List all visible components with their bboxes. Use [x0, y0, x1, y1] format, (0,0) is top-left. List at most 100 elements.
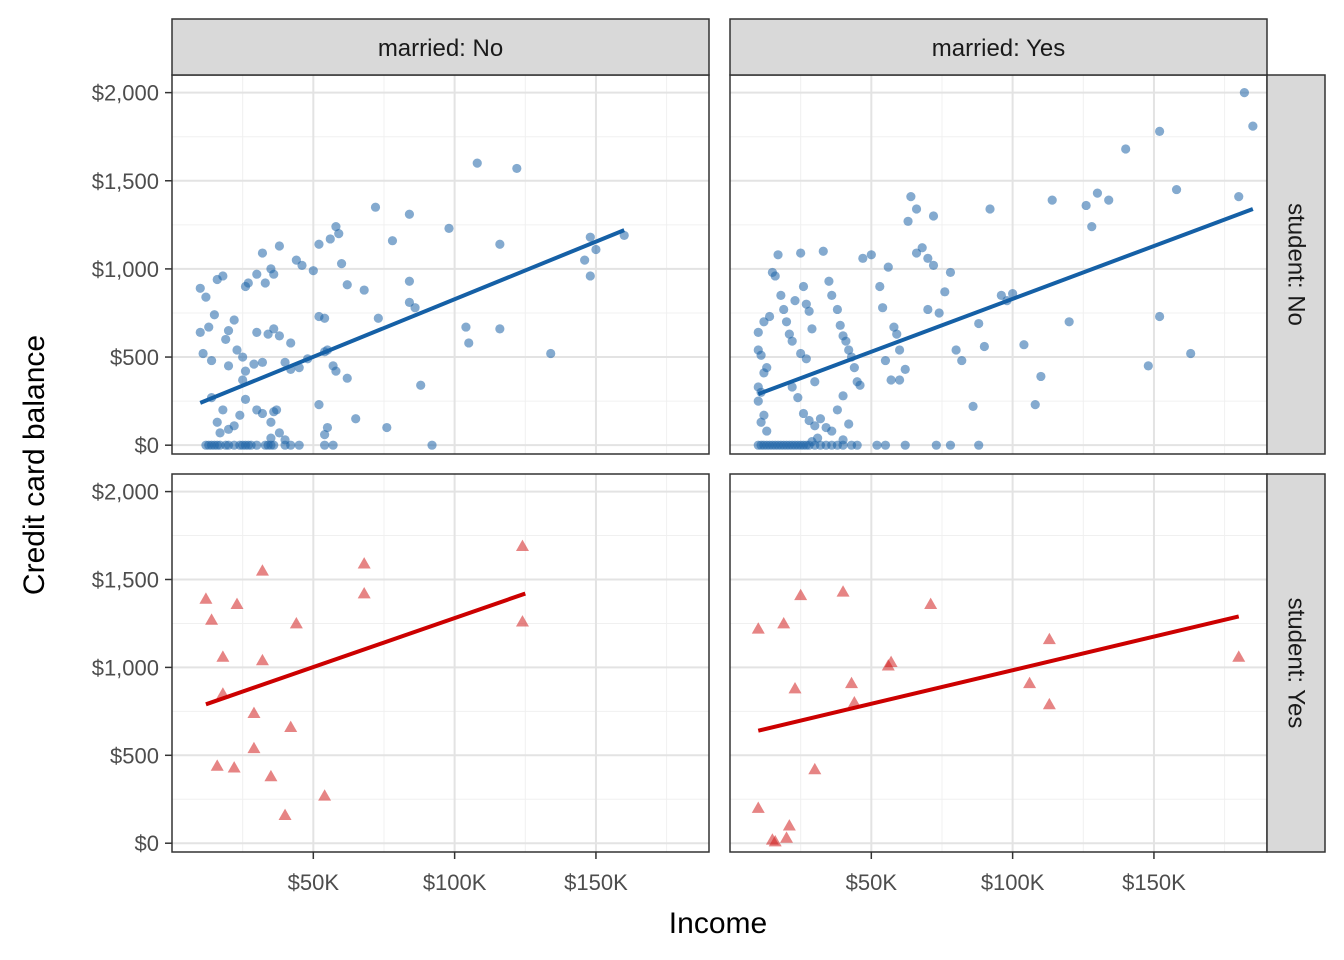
data-point	[836, 585, 850, 597]
data-point	[1042, 697, 1056, 710]
data-point	[810, 377, 820, 387]
data-point	[331, 366, 341, 376]
data-point	[230, 597, 244, 609]
data-point	[249, 359, 259, 369]
data-point	[875, 281, 885, 292]
data-point	[838, 391, 848, 401]
data-point	[205, 613, 219, 625]
data-point	[796, 248, 806, 258]
data-point	[271, 405, 282, 415]
x-tick-label: $150K	[564, 870, 628, 895]
data-point	[252, 269, 262, 279]
data-point	[359, 285, 369, 295]
y-tick-label: $2,000	[92, 480, 159, 505]
data-point	[444, 223, 454, 233]
data-point	[512, 163, 522, 174]
data-point	[794, 588, 808, 601]
data-point	[957, 355, 967, 366]
data-point	[779, 304, 789, 315]
data-point	[297, 260, 307, 270]
data-point	[872, 440, 882, 450]
data-point	[1155, 311, 1165, 322]
trend-line	[757, 614, 1240, 733]
data-point	[787, 336, 797, 346]
panel-background	[172, 75, 709, 454]
data-point	[585, 271, 595, 281]
data-point	[777, 616, 791, 629]
y-tick-label: $2,000	[92, 81, 159, 106]
data-point	[756, 350, 766, 360]
data-point	[232, 345, 242, 355]
row-strip	[1266, 473, 1326, 853]
data-point	[515, 539, 529, 551]
data-point	[257, 357, 268, 367]
data-point	[382, 422, 392, 433]
data-point	[264, 769, 278, 782]
data-point	[780, 831, 794, 843]
trend-line	[757, 207, 1254, 396]
data-point	[878, 303, 888, 313]
data-point	[945, 267, 956, 278]
data-point	[252, 440, 262, 450]
data-point	[294, 440, 304, 450]
data-point	[781, 317, 792, 327]
data-point	[894, 345, 905, 355]
data-point	[229, 315, 239, 325]
data-point	[1064, 317, 1074, 327]
data-point	[195, 283, 205, 293]
data-point	[773, 250, 783, 260]
data-point	[880, 440, 891, 450]
data-point	[495, 239, 505, 249]
data-point	[218, 271, 228, 281]
data-point	[759, 410, 769, 420]
data-point	[841, 336, 851, 346]
data-point	[911, 204, 922, 214]
data-point	[844, 419, 854, 429]
data-point	[768, 834, 782, 847]
data-point	[844, 345, 854, 355]
data-point	[894, 375, 905, 385]
data-point	[770, 271, 780, 281]
data-point	[818, 246, 828, 256]
data-point	[286, 338, 296, 348]
data-point	[318, 789, 332, 801]
data-point	[284, 720, 298, 733]
data-point	[974, 318, 984, 329]
data-point	[756, 417, 766, 427]
data-point	[243, 440, 253, 450]
data-point	[229, 421, 239, 431]
y-tick-label: $500	[110, 743, 159, 768]
data-point	[266, 417, 276, 427]
panels-layer	[171, 74, 1268, 853]
data-point	[240, 394, 251, 404]
data-point	[308, 266, 318, 276]
data-point	[788, 681, 802, 694]
y-axis-title: Credit card balance	[18, 335, 51, 595]
data-point	[546, 348, 556, 359]
x-tick-label: $50K	[288, 870, 340, 895]
data-point	[289, 616, 303, 629]
data-point	[968, 401, 978, 412]
data-point	[892, 329, 902, 339]
data-point	[858, 253, 868, 263]
y-tick-label: $1,500	[92, 567, 159, 592]
data-point	[917, 243, 927, 253]
data-point	[1023, 676, 1037, 689]
data-point	[889, 322, 899, 332]
data-point	[238, 352, 248, 362]
data-point	[808, 762, 822, 775]
data-point	[847, 696, 861, 708]
data-point	[357, 587, 371, 599]
trend-line	[205, 591, 526, 707]
panel-background	[730, 75, 1267, 454]
data-point	[274, 241, 284, 251]
axes-layer: $0 $500 $1,000 $1,500 $2,000 $0 $500 $1,000 $1,5…	[92, 81, 1186, 895]
data-point	[404, 276, 415, 286]
data-point	[591, 244, 601, 255]
data-point	[832, 304, 843, 315]
data-point	[221, 334, 231, 345]
data-point	[807, 437, 817, 447]
data-point	[827, 290, 837, 300]
data-point	[849, 363, 859, 373]
strips-layer: married: No married: Yes student: No studen…	[171, 18, 1326, 853]
